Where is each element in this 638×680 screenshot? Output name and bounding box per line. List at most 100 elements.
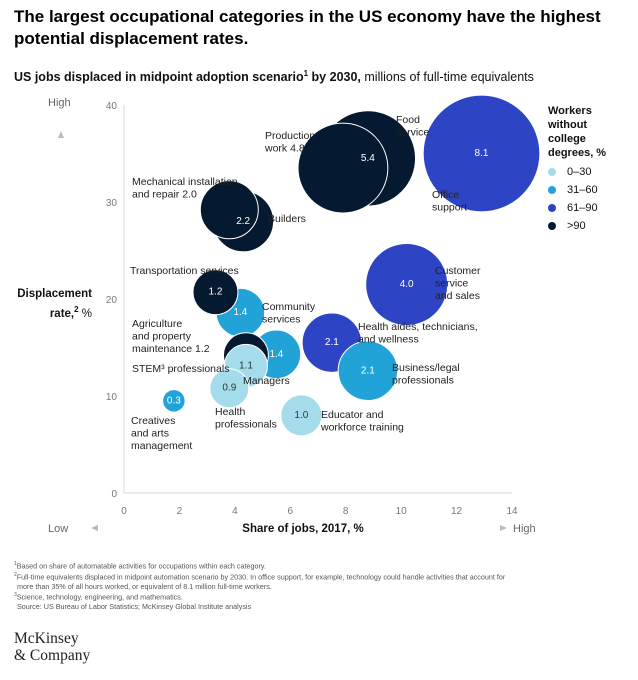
mckinsey-logo: McKinsey & Company (14, 630, 90, 664)
annotation-line: Builders (268, 213, 306, 225)
source-note: Source: US Bureau of Labor Statistics; M… (14, 602, 630, 612)
annotation-line: Creatives (131, 415, 175, 427)
bubble-value-label: 2.1 (325, 337, 339, 348)
bubble-annotation: STEM³ professionals (132, 363, 229, 375)
bubble-value-label: 8.1 (475, 148, 489, 159)
bubble (337, 340, 399, 401)
legend-swatch (548, 168, 556, 176)
y-axis-label-unit: % (78, 307, 92, 320)
x-tick-label: 14 (506, 506, 518, 517)
legend-swatch (548, 204, 556, 212)
annotation-line: Managers (243, 375, 290, 387)
annotation-line: and sales (435, 290, 480, 302)
annotation-line: work 4.8 (264, 143, 305, 155)
y-axis-label-footnote-ref: 2 (74, 305, 79, 314)
legend-label: 0–30 (567, 166, 592, 178)
footnote-text: more than 35% of all hours worked, or eq… (17, 581, 272, 591)
subtitle-rest: millions of full-time equivalents (360, 70, 534, 85)
footnote-3: 3Science, technology, engineering, and m… (14, 591, 630, 602)
annotation-line: Transportation services (130, 265, 239, 277)
bubble-annotation: Office support (432, 189, 467, 214)
legend: Workers without college degrees, % 0–30 3… (548, 104, 636, 234)
y-direction-arrow (58, 131, 64, 138)
annotation-line: management (131, 440, 192, 452)
annotation-line: Customer (435, 265, 481, 277)
bubble-value-label: 4.0 (400, 279, 414, 290)
bubble-annotation: Educator and workforce training (320, 409, 404, 434)
y-tick-label: 20 (106, 295, 118, 306)
chart-title: The largest occupational categories in t… (14, 7, 601, 48)
footnote-text: Based on share of automatable activities… (16, 561, 266, 571)
legend-swatch (548, 186, 556, 194)
y-axis-label-text: Displacement rate, (17, 288, 92, 320)
footnote-marker: 2 (14, 571, 17, 578)
legend-item: 61–90 (548, 200, 636, 216)
footnote-text: Science, technology, engineering, and ma… (16, 592, 183, 602)
bubble-value-label: 2.2 (236, 216, 250, 227)
bubble-value-label: 1.1 (239, 360, 253, 371)
x-direction-arrow-left (91, 525, 98, 531)
y-tick-label: 10 (106, 392, 118, 403)
annotation-line: Mechanical installation (132, 176, 238, 188)
footnote-text: Full-time equivalents displaced in midpo… (16, 572, 506, 582)
x-tick-label: 6 (288, 506, 294, 517)
bubble (422, 94, 541, 213)
subtitle-bold-text: US jobs displaced in midpoint adoption s… (14, 70, 304, 85)
x-tick-label: 12 (451, 506, 463, 517)
legend-label: 31–60 (567, 184, 598, 196)
legend-item: 31–60 (548, 182, 636, 198)
footnote-1: 1Based on share of automatable activitie… (14, 560, 630, 571)
legend-title-line: without (548, 119, 588, 131)
bubble-annotation: Builders (268, 213, 306, 225)
annotation-line: Food (396, 114, 420, 126)
annotation-line: Production (265, 130, 315, 142)
annotation-line: service (396, 127, 429, 139)
annotation-line: STEM³ professionals (132, 363, 229, 375)
bubble-value-label: 1.4 (269, 349, 283, 360)
x-tick-label: 10 (396, 506, 408, 517)
subtitle-bold-end: by 2030, (308, 70, 361, 85)
legend-title-line: Workers (548, 105, 592, 117)
bubble (297, 122, 389, 214)
bubble-value-label: 0.9 (222, 383, 236, 394)
annotation-line: and arts (131, 428, 169, 440)
bubble (162, 389, 186, 413)
bubble (192, 269, 239, 316)
bubble (209, 368, 250, 409)
x-tick-label: 0 (121, 506, 127, 517)
bubble-value-label: 1.0 (294, 410, 308, 421)
bubble (280, 394, 323, 437)
bubble-value-label: 0.3 (167, 395, 181, 406)
legend-title: Workers without college degrees, % (548, 104, 636, 160)
footnotes: 1Based on share of automatable activitie… (14, 560, 630, 612)
y-tick-label: 0 (111, 489, 117, 500)
bubble-annotation: Food service (396, 114, 429, 139)
logo-line-2: & Company (14, 647, 91, 664)
annotation-line: professionals (215, 419, 277, 431)
bubble-annotation: Creatives and arts management (131, 415, 192, 452)
legend-title-line: college (548, 133, 586, 145)
bubble-annotation: Health professionals (215, 406, 277, 431)
bubble-chart: High Low High Share of jobs, 2017, % 0 10… (48, 94, 541, 535)
annotation-line: Health (215, 406, 246, 418)
x-tick-label: 2 (177, 506, 183, 517)
annotation-line: professionals (392, 375, 454, 387)
bubble-annotation: Health aides, technicians, and wellness (358, 321, 478, 346)
source-text: Source: US Bureau of Labor Statistics; M… (17, 602, 252, 612)
annotation-line: and repair 2.0 (132, 189, 197, 201)
bubble-annotation: Transportation services (130, 265, 239, 277)
annotation-line: workforce training (320, 422, 404, 434)
footnote-marker: 1 (14, 561, 17, 567)
annotation-line: Agriculture (132, 318, 182, 330)
legend-title-line: degrees, % (548, 147, 607, 159)
x-low-label: Low (48, 523, 68, 535)
annotation-line: Health aides, technicians, (358, 321, 478, 333)
y-tick-label: 30 (106, 198, 118, 209)
bubble (199, 180, 259, 240)
legend-item: 0–30 (548, 164, 636, 180)
legend-label: >90 (567, 220, 586, 232)
bubble-annotation: Mechanical installation and repair 2.0 (132, 176, 238, 201)
x-tick-label: 4 (232, 506, 238, 517)
bubble-annotation: Customer service and sales (435, 265, 481, 302)
subtitle-bold: US jobs displaced in midpoint adoption s… (14, 69, 361, 85)
